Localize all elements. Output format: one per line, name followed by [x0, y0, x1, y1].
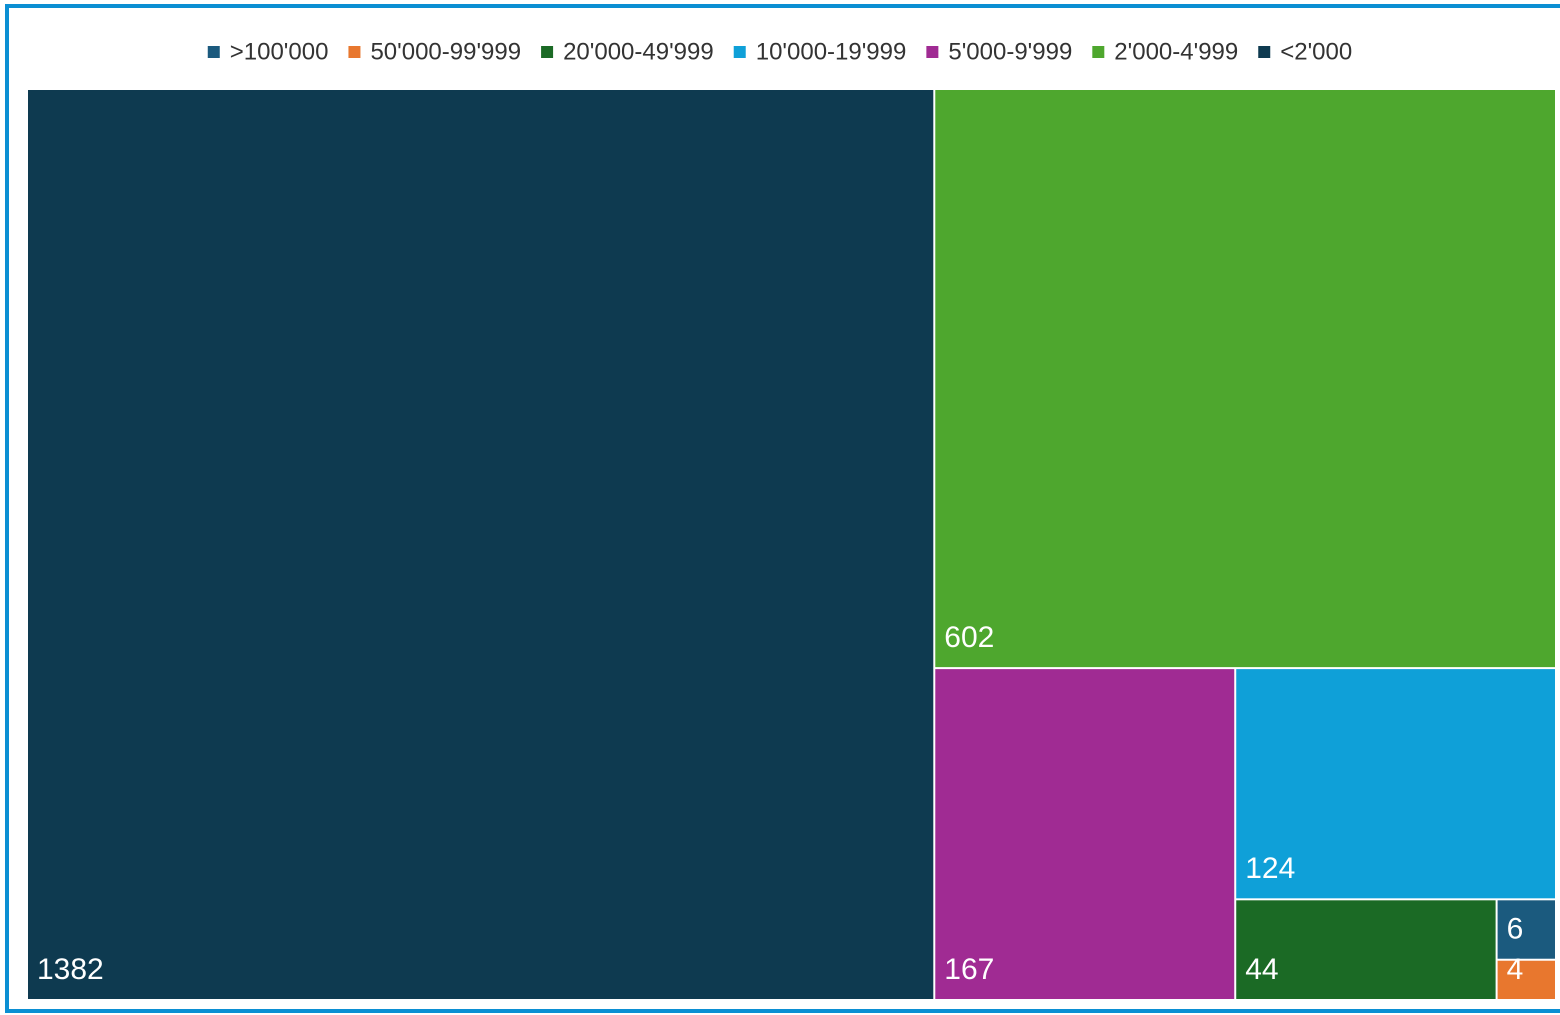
legend-label: <2'000 — [1280, 38, 1352, 65]
legend-label: >100'000 — [230, 38, 329, 65]
value-label: 4 — [1507, 953, 1524, 986]
treemap-cell — [1497, 900, 1555, 959]
legend-label: 10'000-19'999 — [756, 38, 907, 65]
legend-swatch — [348, 46, 361, 58]
legend-swatch — [926, 46, 939, 58]
legend-label: 20'000-49'999 — [563, 38, 714, 65]
legend-swatch — [541, 46, 554, 58]
treemap-cell — [1236, 669, 1555, 899]
value-label: 44 — [1245, 953, 1278, 986]
treemap-cell — [935, 669, 1235, 999]
legend-label: 50'000-99'999 — [370, 38, 521, 65]
legend-swatch — [733, 46, 746, 58]
treemap-cell — [28, 90, 934, 999]
value-label: 1382 — [37, 953, 104, 986]
legend-label: 5'000-9'999 — [948, 38, 1072, 65]
treemap-cell — [1236, 900, 1496, 999]
frame — [5, 4, 1560, 1013]
value-label: 6 — [1507, 913, 1524, 946]
value-label: 167 — [944, 953, 994, 986]
legend-swatch — [1258, 46, 1271, 58]
legend-swatch — [1092, 46, 1105, 58]
legend-label: 2'000-4'999 — [1114, 38, 1238, 65]
value-label: 124 — [1245, 852, 1295, 885]
treemap-cell — [935, 90, 1555, 668]
treemap-cell — [1497, 960, 1555, 999]
legend-swatch — [207, 46, 220, 58]
value-label: 602 — [944, 621, 994, 654]
